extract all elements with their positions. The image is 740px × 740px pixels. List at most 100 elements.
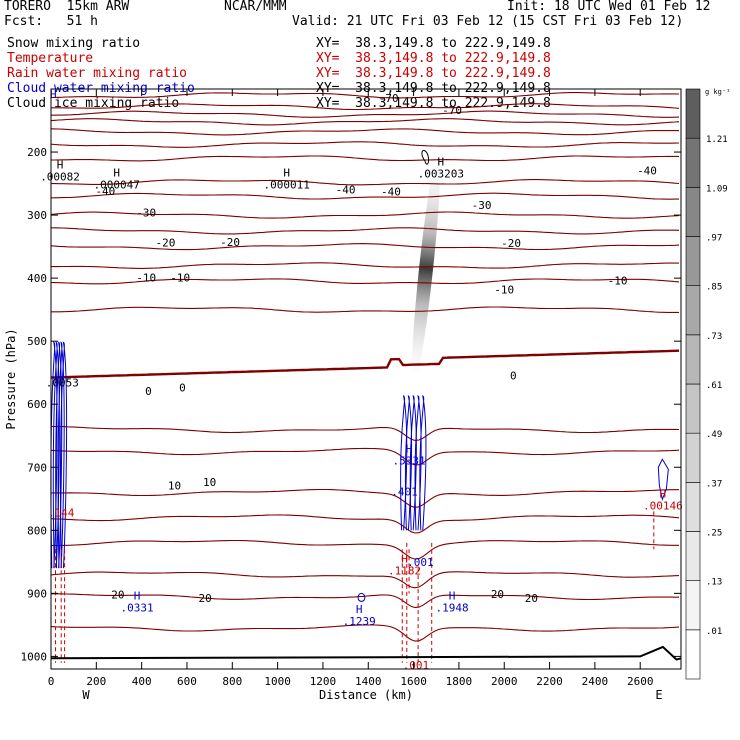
x-tick-label: 1600 xyxy=(400,675,427,688)
colorbar-tick-label: .25 xyxy=(706,529,722,539)
x-tick-label: 1800 xyxy=(446,675,473,688)
temperature-contour xyxy=(50,128,680,136)
valid-time: Valid: 21 UTC Fri 03 Feb 12 (15 CST Fri … xyxy=(292,14,684,29)
temperature-contour xyxy=(51,179,680,186)
extremum-value: .401 xyxy=(391,486,418,499)
colorbar-tick-label: 1.09 xyxy=(706,184,728,194)
organization: NCAR/MMM xyxy=(224,0,287,14)
extremum-mark: H xyxy=(356,603,363,616)
temperature-label: 20 xyxy=(198,592,211,605)
colorbar-segment xyxy=(685,236,701,286)
cloud-ice-contour xyxy=(421,149,430,165)
temperature-label: 20 xyxy=(525,592,538,605)
x-tick-label: 200 xyxy=(86,675,106,688)
cloud-water-contour xyxy=(357,592,366,602)
temperature-contour xyxy=(50,624,680,642)
y-tick-label: 300 xyxy=(27,209,47,222)
extremum-mark: H xyxy=(406,443,413,456)
extremum-value: .000047 xyxy=(94,179,140,192)
temperature-label: -40 xyxy=(95,185,115,198)
temperature-contour xyxy=(51,227,680,235)
x-tick-label: 1400 xyxy=(355,675,382,688)
x-tick-label: 2000 xyxy=(491,675,518,688)
x-end-label-west: W xyxy=(82,688,90,702)
temperature-contour xyxy=(50,118,680,126)
colorbar-tick-label: .49 xyxy=(706,430,722,440)
temperature-label: -20 xyxy=(156,237,176,250)
temperature-contour xyxy=(51,110,680,118)
temperature-label: 20 xyxy=(111,588,124,601)
temperature-label: 10 xyxy=(203,476,216,489)
temperature-contour xyxy=(50,92,680,99)
terrain-line xyxy=(50,645,682,661)
extremum-mark: H xyxy=(113,167,120,180)
temperature-contour xyxy=(50,447,680,466)
cloud-water-contour xyxy=(657,458,669,501)
colorbar-tick-label: .85 xyxy=(706,283,722,293)
colorbar-segment xyxy=(685,187,701,237)
temperature-label: -30 xyxy=(472,199,492,212)
extremum-mark: H xyxy=(449,590,456,603)
temperature-label: 0 xyxy=(510,370,517,383)
forecast-hour: Fcst: 51 h xyxy=(4,14,98,29)
x-end-label-east: E xyxy=(655,688,662,702)
legend-field-xy: XY= 38.3,149.8 to 222.9,149.8 xyxy=(316,36,551,51)
extremum-value: .00082 xyxy=(40,170,80,183)
temperature-contour xyxy=(50,514,680,534)
temperature-contour xyxy=(50,243,680,251)
temperature-label: -20 xyxy=(220,236,240,249)
temperature-label: -70 xyxy=(442,104,462,117)
x-tick-label: 600 xyxy=(177,675,197,688)
temperature-contour xyxy=(51,103,680,111)
temperature-contour xyxy=(51,192,679,200)
temperature-label: -40 xyxy=(637,165,657,178)
temperature-label: -10 xyxy=(170,271,190,284)
y-tick-label: 500 xyxy=(27,335,47,348)
cloud-water-contour xyxy=(59,341,68,569)
extremum-value: .1239 xyxy=(343,615,376,628)
y-tick-label: 700 xyxy=(27,461,47,474)
colorbar-tick-label: .37 xyxy=(706,479,722,489)
temperature-label: 20 xyxy=(491,588,504,601)
extremum-value: .144 xyxy=(48,506,75,519)
temperature-contour xyxy=(50,278,680,285)
legend-field-name: Rain water mixing ratio xyxy=(7,66,188,81)
temperature-contour xyxy=(50,539,679,560)
temperature-contour xyxy=(51,425,680,441)
colorbar-tick-label: .73 xyxy=(706,332,722,342)
init-time: Init: 18 UTC Wed 01 Feb 12 xyxy=(507,0,711,14)
colorbar-segment xyxy=(685,334,701,385)
legend-field-name: Cloud water mixing ratio xyxy=(7,81,195,96)
legend-field-xy: XY= 38.3,149.8 to 222.9,149.8 xyxy=(316,66,551,81)
colorbar-segment xyxy=(685,285,701,336)
extremum-mark: H xyxy=(50,88,57,101)
temperature-contour xyxy=(50,488,679,508)
temperature-contour xyxy=(51,306,679,313)
colorbar-tick-label: 1.21 xyxy=(706,135,728,145)
temperature-label: -70 xyxy=(379,92,399,105)
extremum-value: .1948 xyxy=(436,602,469,615)
y-axis-label: Pressure (hPa) xyxy=(4,328,18,429)
x-tick-label: 2200 xyxy=(536,675,563,688)
legend-field-name: Snow mixing ratio xyxy=(7,36,141,51)
temperature-contour xyxy=(50,141,680,148)
temperature-label: 0 xyxy=(179,382,186,395)
temperature-contour xyxy=(50,349,680,379)
legend-field-xy: XY= 38.3,149.8 to 222.9,149.8 xyxy=(316,51,551,66)
plot-frame xyxy=(50,88,682,670)
cloud-water-contour xyxy=(57,341,65,569)
extremum-value: .000011 xyxy=(264,179,310,192)
temperature-label: 0 xyxy=(145,385,152,398)
y-tick-label: 900 xyxy=(27,587,47,600)
temperature-label: -40 xyxy=(381,186,401,199)
temperature-label: -10 xyxy=(494,283,514,296)
x-tick-label: 800 xyxy=(222,675,242,688)
snow-mixing-band xyxy=(411,152,441,386)
extremum-mark: H xyxy=(660,488,667,501)
extremum-value: .003203 xyxy=(418,167,464,180)
model-name: TORERO 15km ARW xyxy=(4,0,130,14)
colorbar-segment xyxy=(685,580,701,631)
extremum-mark: H xyxy=(134,590,141,603)
extremum-mark: H xyxy=(283,167,290,180)
colorbar-tick-label: .01 xyxy=(706,627,722,637)
